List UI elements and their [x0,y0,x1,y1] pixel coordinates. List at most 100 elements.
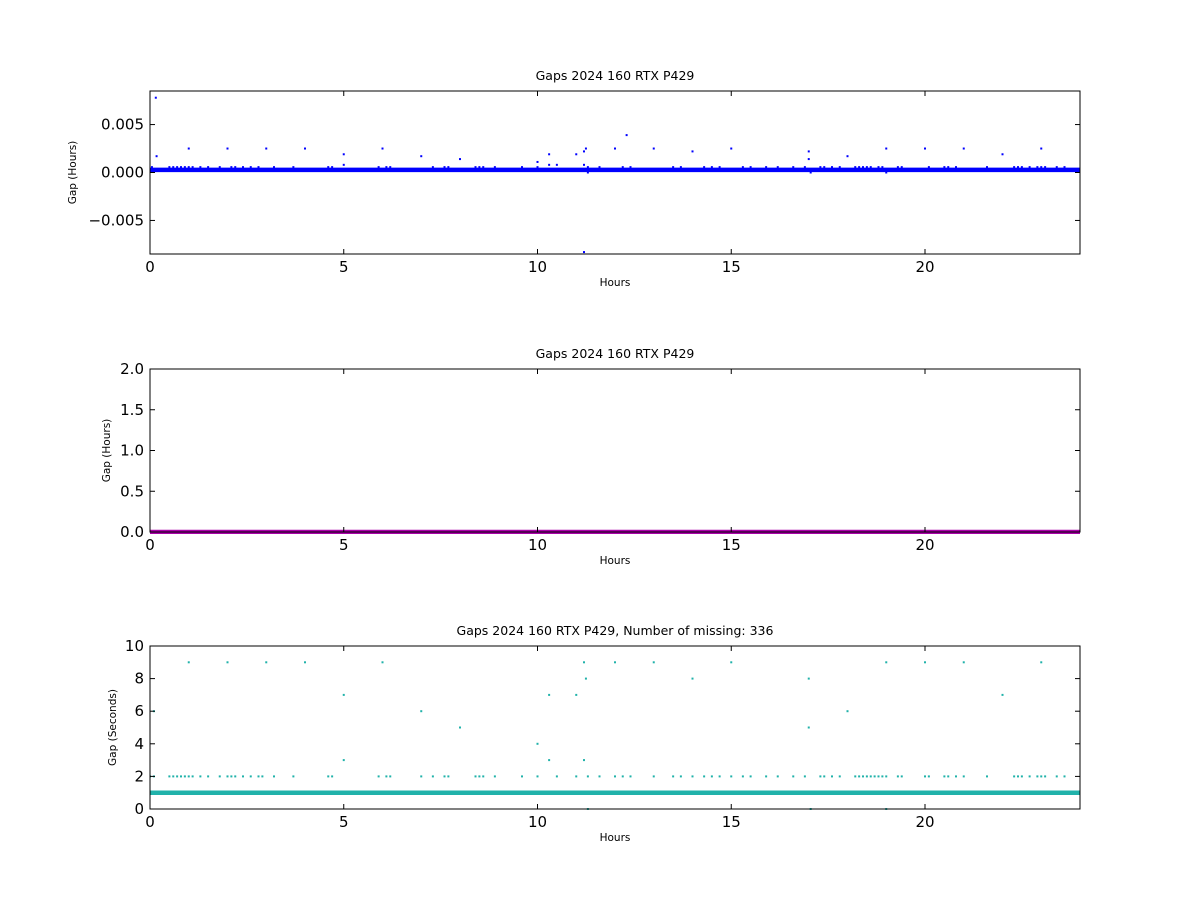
y-axis-label: Gap (Hours) [101,419,113,483]
data-point [377,166,380,169]
data-point [846,155,849,158]
data-point [342,163,345,166]
x-tick-label: 20 [915,536,934,554]
data-point [749,775,752,778]
data-point [986,166,988,169]
data-point [482,775,485,778]
data-point [703,775,706,778]
data-point [583,759,585,762]
data-point [858,775,861,778]
data-point [1020,166,1023,169]
data-point [342,153,345,156]
data-point [614,661,616,664]
data-point [862,775,864,778]
data-point [896,166,899,169]
data-point [234,775,237,778]
data-point [877,166,880,169]
data-point [1040,147,1043,150]
data-point [652,775,655,778]
data-point [730,661,733,664]
data-point [478,775,481,778]
x-axis-label: Hours [600,277,631,289]
data-point [809,171,812,174]
data-point [838,775,841,778]
data-point [327,166,330,169]
data-point [924,661,926,664]
data-point [180,775,182,778]
data-point [1040,661,1043,664]
data-point [154,96,157,99]
data-point [261,775,264,778]
data-point [869,775,872,778]
data-point [156,168,159,171]
data-point [1055,775,1058,778]
data-point [431,166,434,169]
y-tick-label: 0.005 [101,116,144,134]
data-point [672,166,675,169]
data-point [691,677,694,680]
data-point [1013,166,1016,169]
data-point [947,775,950,778]
data-point [869,166,872,169]
y-tick-label: 10 [125,637,144,655]
data-point [575,693,578,696]
data-point [730,775,733,778]
data-point [877,775,880,778]
y-tick-label: 1.0 [120,442,144,460]
data-point [873,775,876,778]
plot-area [150,661,1080,810]
data-point [896,775,899,778]
x-tick-label: 5 [339,536,349,554]
data-point [885,661,888,664]
data-point [536,160,539,163]
data-point [1055,166,1058,169]
data-point [536,742,539,745]
data-point [881,775,884,778]
data-point [885,171,888,174]
data-point [586,775,589,778]
y-tick-label: 2.0 [120,360,144,378]
data-point [168,775,171,778]
data-point [331,166,334,169]
data-point [865,775,868,778]
data-point [199,775,202,778]
data-point [493,166,496,169]
data-point [718,166,721,169]
data-point [381,661,384,664]
data-point [474,166,477,169]
data-point [885,147,888,150]
data-point [962,775,965,778]
data-point [292,166,295,169]
data-point [292,775,295,778]
data-point [1028,775,1031,778]
data-point [1001,153,1004,156]
data-point [927,166,930,169]
data-point [273,775,275,778]
data-point [691,775,694,778]
data-point [191,166,194,169]
data-point [342,693,345,696]
data-point [765,775,768,778]
data-point [586,166,589,169]
data-point [854,775,857,778]
data-point [803,775,806,778]
data-point [776,166,779,169]
data-point [819,166,822,169]
data-point [807,677,810,680]
data-point [823,775,826,778]
data-point [927,775,930,778]
chart-title: Gaps 2024 160 RTX P429, Number of missin… [457,623,774,638]
data-point [583,150,585,153]
data-point [420,155,423,158]
y-tick-label: 0.000 [101,164,144,182]
x-tick-label: 15 [722,258,741,276]
data-point [710,775,713,778]
data-point [854,166,857,169]
data-point [807,150,810,153]
x-tick-label: 15 [722,813,741,831]
data-point [831,775,833,778]
axes-frame [149,90,1081,255]
data-point [629,775,632,778]
data-point [652,661,655,664]
plot-area [150,96,1080,254]
